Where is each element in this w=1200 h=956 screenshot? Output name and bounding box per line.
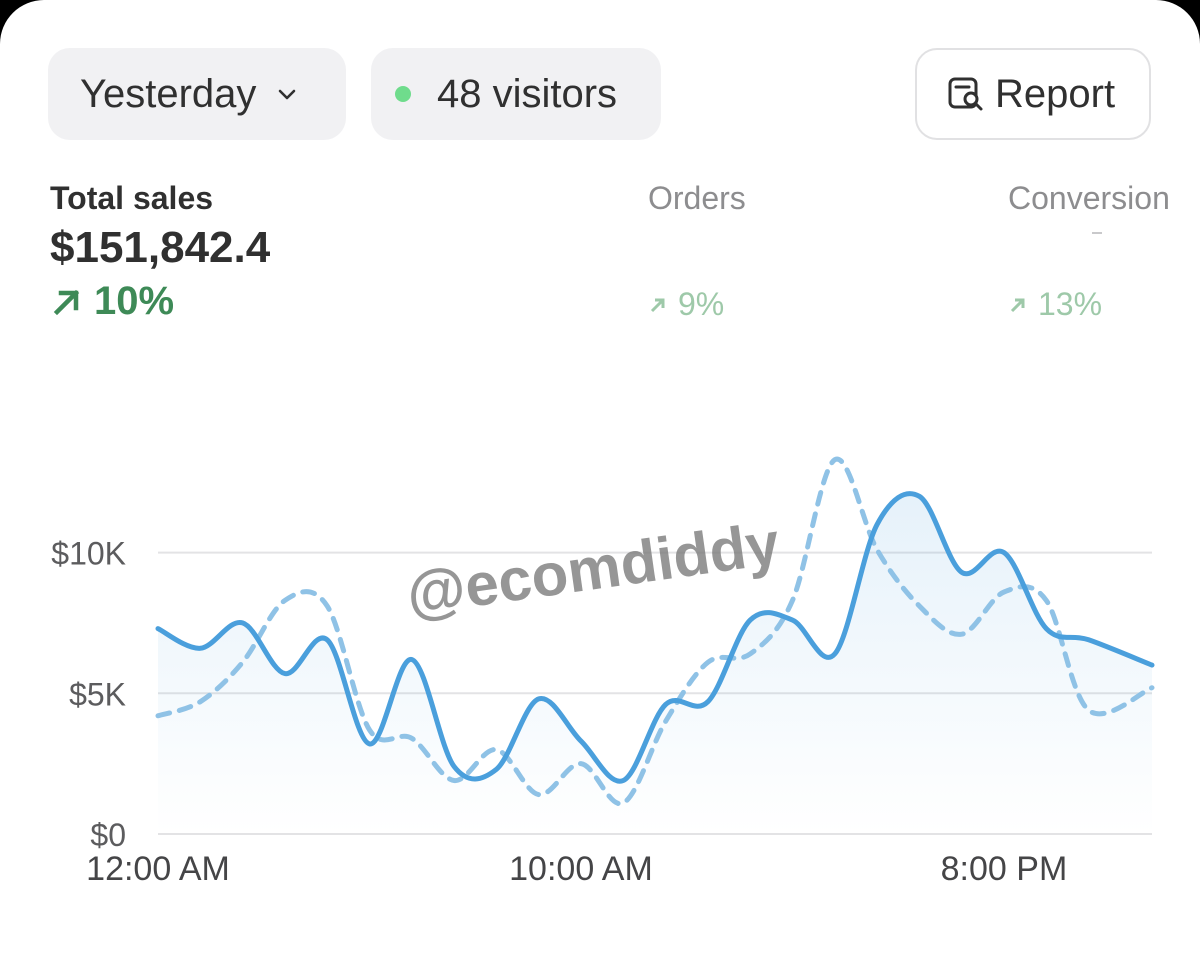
chevron-down-icon (279, 89, 296, 100)
report-label: Report (995, 71, 1116, 116)
x-tick-label: 10:00 AM (509, 850, 653, 888)
x-tick-label: 12:00 AM (86, 850, 230, 888)
report-button[interactable]: Report (915, 48, 1151, 140)
visitors-count: 48 visitors (437, 71, 618, 116)
live-dot-icon (395, 86, 411, 102)
live-visitors-badge[interactable]: 48 visitors (371, 48, 661, 140)
y-tick-label: $5K (69, 676, 126, 712)
series-area-fill (158, 493, 1152, 834)
conversion-label: Conversion (1008, 180, 1170, 216)
current-series-line (155, 491, 1155, 784)
arrow-up-right-icon (53, 289, 80, 315)
metric-orders[interactable]: Orders 9% (648, 180, 746, 322)
total-sales-value: $151,842.4 (50, 223, 271, 272)
orders-change-value: 9% (678, 286, 725, 322)
conversion-value-placeholder (1092, 232, 1102, 234)
arrow-up-right-icon (650, 298, 665, 312)
comparison-series-line (155, 456, 1155, 807)
x-tick-label: 8:00 PM (941, 850, 1068, 888)
conversion-change: 13% (1008, 286, 1102, 323)
date-range-label: Yesterday (80, 71, 257, 116)
date-range-select[interactable]: Yesterday (48, 48, 346, 140)
y-tick-label: $10K (51, 536, 126, 572)
total-sales-change: 10% (50, 279, 270, 324)
y-tick-label: $0 (90, 817, 126, 853)
metric-total-sales[interactable]: Total sales $151,842.4 10% (50, 180, 270, 324)
report-search-icon (948, 77, 983, 111)
orders-label: Orders (648, 180, 746, 216)
arrow-up-right-icon (1010, 298, 1025, 312)
orders-change: 9% (648, 286, 724, 323)
total-sales-label: Total sales (50, 180, 214, 216)
conversion-change-value: 13% (1038, 286, 1103, 322)
metric-conversion[interactable]: Conversion 13% (1008, 180, 1170, 322)
total-sales-change-value: 10% (94, 279, 175, 323)
